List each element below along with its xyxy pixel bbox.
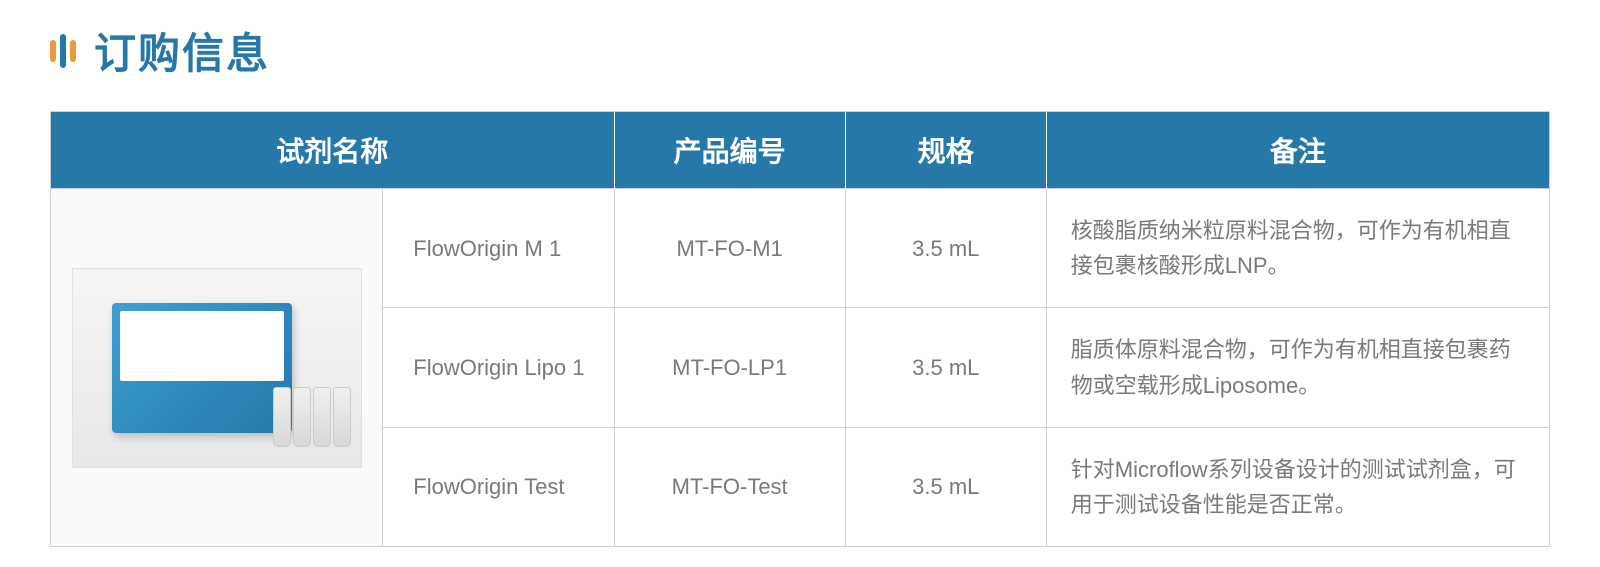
cell-note: 核酸脂质纳米粒原料混合物，可作为有机相直接包裹核酸形成LNP。: [1046, 189, 1549, 308]
cell-note: 脂质体原料混合物，可作为有机相直接包裹药物或空载形成Liposome。: [1046, 308, 1549, 427]
cell-spec: 3.5 mL: [845, 189, 1046, 308]
table-header-row: 试剂名称 产品编号 规格 备注: [51, 112, 1549, 189]
table-row: FlowOrigin M 1 MT-FO-M1 3.5 mL 核酸脂质纳米粒原料…: [51, 189, 1549, 308]
cell-code: MT-FO-Test: [614, 427, 845, 546]
col-header-note: 备注: [1046, 112, 1549, 189]
cell-spec: 3.5 mL: [845, 427, 1046, 546]
col-header-code: 产品编号: [614, 112, 845, 189]
cell-note: 针对Microflow系列设备设计的测试试剂盒，可用于测试设备性能是否正常。: [1046, 427, 1549, 546]
cell-code: MT-FO-LP1: [614, 308, 845, 427]
cell-code: MT-FO-M1: [614, 189, 845, 308]
cell-name: FlowOrigin Lipo 1: [383, 308, 614, 427]
section-title: 订购信息: [94, 20, 270, 81]
col-header-name: 试剂名称: [51, 112, 614, 189]
product-kit-image: [72, 268, 362, 468]
section-header: 订购信息: [50, 20, 1550, 81]
cell-spec: 3.5 mL: [845, 308, 1046, 427]
cell-name: FlowOrigin M 1: [383, 189, 614, 308]
cell-name: FlowOrigin Test: [383, 427, 614, 546]
product-image-cell: [51, 189, 383, 547]
bars-icon: [50, 34, 76, 68]
ordering-table-container: 试剂名称 产品编号 规格 备注: [50, 111, 1550, 547]
col-header-spec: 规格: [845, 112, 1046, 189]
ordering-table: 试剂名称 产品编号 规格 备注: [51, 112, 1549, 546]
